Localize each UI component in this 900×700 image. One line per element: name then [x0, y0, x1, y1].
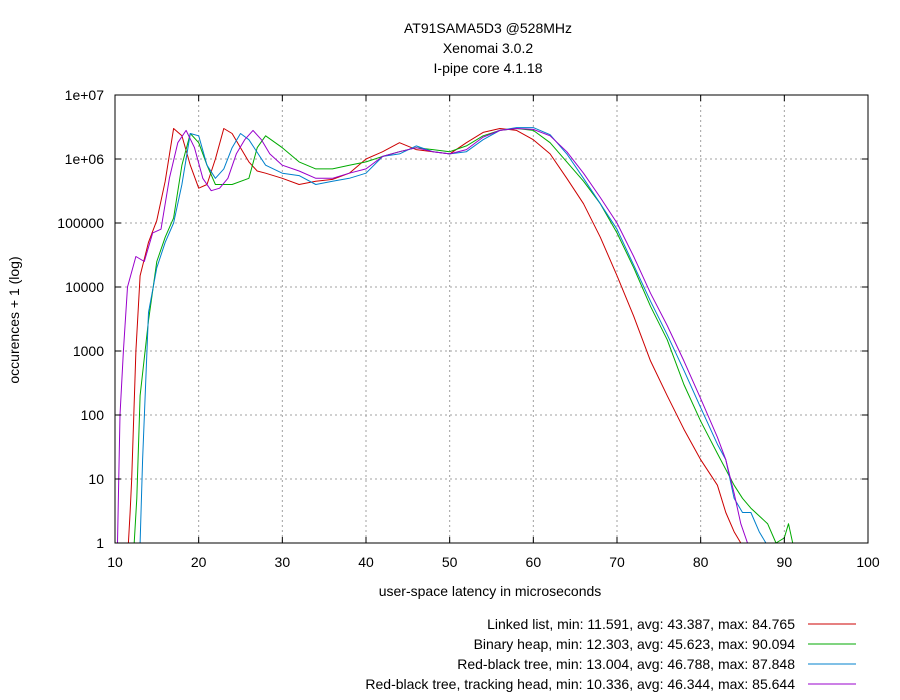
series-line-1 — [127, 128, 742, 544]
y-tick-label: 1000 — [73, 343, 104, 359]
plot-frame — [114, 94, 869, 544]
legend-label-3: Red-black tree, min: 13.004, avg: 46.788… — [457, 656, 795, 672]
series-line-4 — [117, 128, 748, 544]
x-tick-label: 10 — [107, 554, 123, 570]
y-tick-label: 10000 — [65, 279, 104, 295]
y-tick-label: 1 — [96, 535, 104, 551]
x-tick-label: 30 — [275, 554, 291, 570]
axis-ticks: 10 20 30 40 50 60 70 80 90 1001101001000100001000… — [57, 87, 880, 570]
series-layer — [117, 127, 794, 544]
y-axis-label: occurences + 1 (log) — [6, 256, 22, 383]
legend-label-2: Binary heap, min: 12.303, avg: 45.623, m… — [474, 636, 796, 652]
series-line-3 — [139, 127, 767, 544]
x-tick-label: 20 — [191, 554, 207, 570]
x-tick-label: 50 — [442, 554, 458, 570]
y-tick-label: 100 — [81, 407, 105, 423]
grid-lines — [115, 95, 868, 543]
chart-title-group: AT91SAMA5D3 @528MHz Xenomai 3.0.2 I-pipe c… — [404, 20, 572, 76]
chart-title-line: Xenomai 3.0.2 — [443, 40, 533, 56]
x-tick-label: 70 — [609, 554, 625, 570]
x-tick-label: 60 — [526, 554, 542, 570]
legend-label-1: Linked list, min: 11.591, avg: 43.387, m… — [487, 616, 795, 632]
x-tick-label: 40 — [358, 554, 374, 570]
series-line-2 — [133, 128, 794, 544]
y-tick-label: 100000 — [57, 215, 104, 231]
y-tick-label: 1e+06 — [65, 151, 105, 167]
legend: Linked list, min: 11.591, avg: 43.387, m… — [365, 616, 856, 692]
x-tick-label: 90 — [777, 554, 793, 570]
chart-title-line: AT91SAMA5D3 @528MHz — [404, 20, 572, 36]
legend-label-4: Red-black tree, tracking head, min: 10.3… — [365, 676, 795, 692]
x-axis-label: user-space latency in microseconds — [379, 583, 602, 599]
x-tick-label: 100 — [856, 554, 880, 570]
y-tick-label: 1e+07 — [65, 87, 105, 103]
chart-title-line: I-pipe core 4.1.18 — [434, 60, 543, 76]
y-tick-label: 10 — [88, 471, 104, 487]
x-tick-label: 80 — [693, 554, 709, 570]
